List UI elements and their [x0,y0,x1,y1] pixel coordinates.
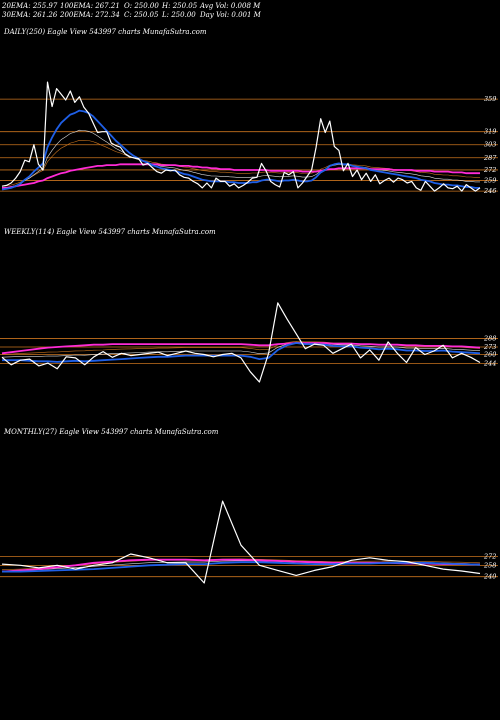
daily-level-label: 246 [483,187,496,195]
header-ema100: 100EMA: 267.21 [60,2,120,10]
daily-ema-orange-line [1,140,480,187]
header-close: C: 250.05 [124,11,159,19]
weekly-level-label: 244 [483,360,496,368]
header-ema30: 30EMA: 261.26 [2,11,58,19]
monthly-price-line [1,500,481,584]
daily-ema-fast-line [1,109,480,191]
weekly-level-label: 288 [483,334,496,342]
monthly-chart-title: MONTHLY(27) Eagle View 543997 charts Mun… [4,428,219,436]
daily-level-label: 303 [484,141,496,149]
daily-level-label: 287 [483,154,497,162]
header-open: O: 250.00 [124,2,159,10]
header-low: L: 250.00 [162,11,196,19]
weekly-level-label: 273 [483,343,496,351]
monthly-level-label: 240 [483,573,496,581]
weekly-ema-white-line [1,342,481,358]
header-ema200: 200EMA: 272.34 [60,11,120,19]
daily-level-label: 272 [483,166,496,174]
weekly-level-label: 260 [483,350,496,358]
daily-ema-mid-line [2,163,480,189]
monthly-level-label: 258 [483,561,496,569]
weekly-ema-mid-line [1,342,481,355]
weekly-chart-title: WEEKLY(114) Eagle View 543997 charts Mun… [4,228,216,236]
header-high: H: 250.05 [162,2,198,10]
daily-level-label: 319 [484,128,496,136]
daily-level-label: 359 [484,95,496,103]
weekly-price-line [1,302,481,383]
monthly-ema-fast-line [2,561,481,573]
header-ema20: 20EMA: 255.97 [2,2,58,10]
monthly-level-label: 272 [483,553,496,561]
daily-ema-white-line [1,129,480,189]
daily-chart-title: DAILY(250) Eagle View 543997 charts Muna… [4,28,207,36]
weekly-ema-fast-line [2,342,481,363]
daily-price-line [1,81,481,192]
header-avg-vol: Avg Vol: 0.008 M [200,2,261,10]
header-day-vol: Day Vol: 0.001 M [200,11,261,19]
daily-level-label: 259 [483,177,496,185]
